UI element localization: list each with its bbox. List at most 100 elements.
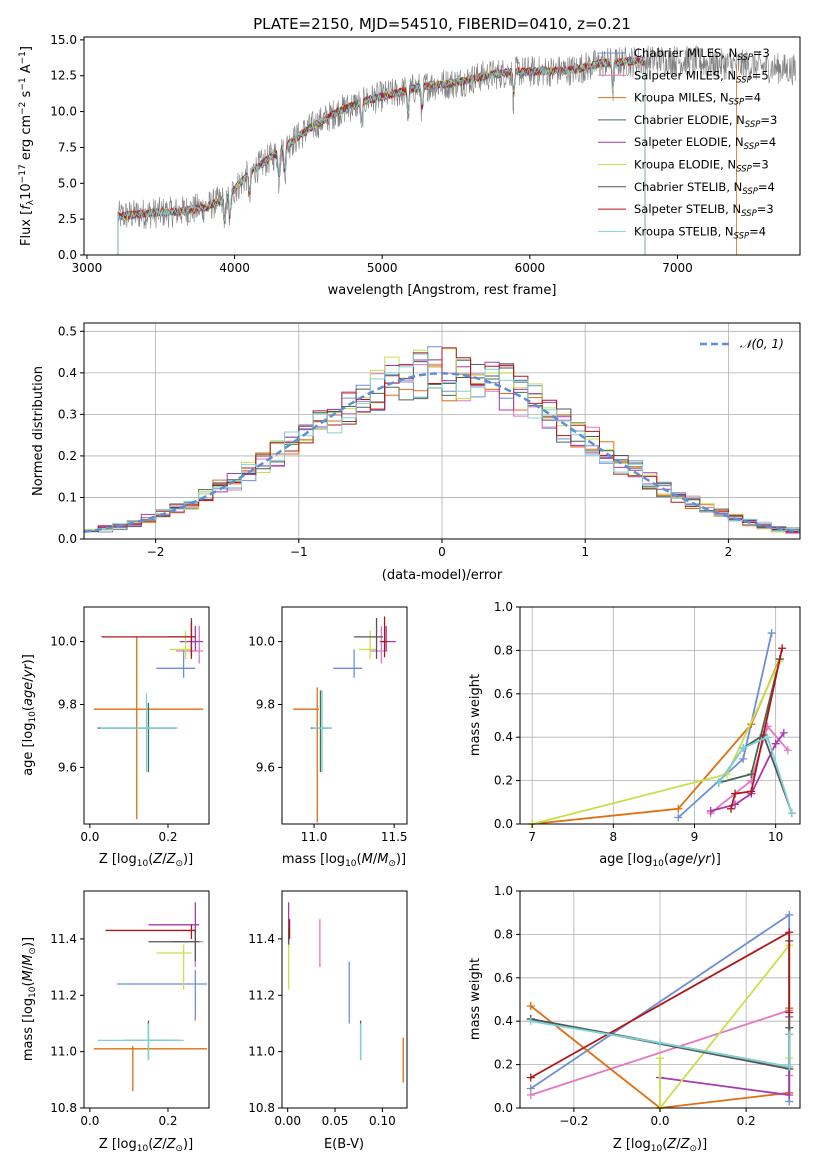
x-tick-label: 10: [768, 830, 783, 844]
y-tick-label: 0.6: [494, 687, 513, 701]
spectrum-ylabel: Flux [fλ10−17 erg cm−2 s−1 A−1]: [18, 46, 36, 246]
series-line: [659, 942, 791, 1111]
series-marker: [656, 1054, 664, 1063]
residual-xlabel: (data-model)/error: [382, 568, 503, 583]
y-tick-label: 0.0: [494, 817, 513, 831]
model-spectrum-line: [117, 56, 646, 255]
age-vs-mass-axes-frame: [281, 606, 408, 825]
y-tick-label: 0.8: [494, 643, 513, 657]
x-tick-label: 7000: [662, 261, 693, 275]
series-marker: [778, 644, 787, 653]
legend-value: =4: [749, 224, 766, 238]
series-marker: [674, 813, 683, 822]
series-marker: [747, 770, 756, 779]
x-tick-label: 5000: [367, 261, 398, 275]
series-marker: [714, 778, 723, 787]
x-tick-label: 0.2: [737, 1114, 756, 1128]
y-tick-label: 9.8: [256, 697, 275, 711]
mass-vs-z-errorbars: [93, 902, 208, 1092]
legend-label: Salpeter ELODIE, NSSP=4: [634, 135, 776, 152]
legend-value: =3: [757, 202, 774, 216]
x-tick-label: 3000: [72, 261, 103, 275]
series-marker: [727, 804, 736, 813]
legend-label: Kroupa MILES, NSSP=4: [634, 91, 761, 108]
y-tick-label: 10.0: [248, 635, 275, 649]
y-tick-label: 2.5: [58, 212, 77, 226]
y-tick-label: 0.0: [58, 532, 77, 546]
series-marker: [526, 1002, 535, 1011]
legend-value: =3: [752, 158, 769, 172]
mass-vs-ebv-xlabel: E(B-V): [324, 1137, 364, 1152]
histogram-step-line: [84, 347, 800, 532]
y-tick-label: 11.4: [50, 932, 77, 946]
residual-panel: −2 −1 0 1 2 0.0 0.1 0.2 0.3 0.4 0.5 𝒩(0, 1) (data-…: [31, 322, 801, 583]
residual-ylabel: Normed distribution: [31, 366, 46, 496]
series-marker: [656, 1038, 664, 1047]
x-tick-label: 0.10: [369, 1114, 396, 1128]
legend-value: =4: [759, 135, 776, 149]
age-vs-z-xlabel: Z [log10(Z/Z⊙)]: [99, 852, 193, 869]
x-tick-label: 6000: [515, 261, 546, 275]
x-tick-label: 8: [610, 830, 618, 844]
weight-vs-z-lines: [526, 910, 794, 1112]
residual-legend: 𝒩(0, 1): [700, 337, 784, 351]
normal-curve-line: [83, 372, 801, 533]
mass-vs-ebv-ticks: 0.00 0.05 0.10 10.8 11.0 11.2 11.4: [248, 932, 395, 1128]
legend-subscript: SSP: [737, 53, 753, 63]
series-line: [718, 735, 793, 814]
weight-vs-age-panel: 7 8 9 10 0.0 0.2 0.4 0.6 0.8 1.0 age [log10(age/y…: [468, 600, 801, 869]
series-marker: [763, 733, 772, 742]
weight-vs-age-ylabel: mass weight: [468, 674, 483, 756]
legend-subscript: SSP: [742, 187, 758, 197]
mass-vs-z-ticks: 0.0 0.2 10.8 11.0 11.2 11.4: [50, 932, 177, 1128]
series-marker: [526, 1090, 535, 1099]
y-tick-label: 0.4: [494, 1014, 513, 1028]
y-tick-label: 11.2: [248, 988, 275, 1002]
model-spectrum-line: [117, 57, 646, 255]
age-vs-z-panel: 0.0 0.2 9.6 9.8 10.0 Z [log10(Z/Z⊙)] age [lo…: [21, 606, 210, 869]
y-tick-label: 0.2: [494, 1058, 513, 1072]
y-tick-label: 11.4: [248, 932, 275, 946]
model-spectrum-line: [117, 55, 646, 255]
legend-label: Chabrier MILES, NSSP=3: [634, 46, 770, 63]
legend-subscript: SSP: [744, 142, 760, 152]
legend-subscript: SSP: [729, 98, 745, 108]
mass-vs-z-axes-frame: [83, 890, 210, 1109]
series-marker: [767, 629, 776, 638]
series-marker: [787, 809, 796, 818]
weight-vs-z-panel: −0.2 0.0 0.2 0.0 0.2 0.4 0.6 0.8 1.0 Z [log10(Z/…: [468, 884, 801, 1154]
y-tick-label: 0.8: [494, 927, 513, 941]
weight-vs-z-ylabel: mass weight: [468, 958, 483, 1040]
y-tick-label: 10.8: [248, 1101, 275, 1115]
x-tick-label: −0.2: [559, 1114, 588, 1128]
x-tick-label: 0: [438, 545, 446, 559]
y-tick-label: 0.5: [58, 324, 77, 338]
spectrum-panel: 3000 4000 5000 6000 7000 0.0 2.5 5.0 7.5 10.0 12.5…: [18, 33, 801, 298]
x-tick-label: −2: [147, 545, 165, 559]
spectrum-lines: [117, 45, 796, 255]
series-marker: [526, 1017, 535, 1026]
legend-label: Salpeter STELIB, NSSP=3: [634, 202, 774, 219]
series-marker: [783, 746, 792, 755]
series-marker: [674, 804, 683, 813]
y-tick-label: 10.0: [50, 635, 77, 649]
series-line: [730, 648, 783, 810]
x-tick-label: 0.05: [322, 1114, 349, 1128]
figure-title: PLATE=2150, MJD=54510, FIBERID=0410, z=0…: [253, 15, 631, 33]
legend-value: =5: [752, 68, 769, 82]
y-tick-label: 0.0: [58, 248, 77, 262]
series-marker: [785, 1030, 794, 1039]
x-tick-label: 0.0: [80, 830, 99, 844]
y-tick-label: 0.4: [58, 366, 77, 380]
age-vs-mass-ticks: 11.0 11.5 9.6 9.8 10.0: [248, 635, 407, 844]
series-marker: [785, 910, 794, 919]
y-tick-label: 0.2: [494, 774, 513, 788]
y-tick-label: 0.4: [494, 730, 513, 744]
x-tick-label: 0.0: [80, 1114, 99, 1128]
legend-label: Salpeter MILES, NSSP=5: [634, 68, 769, 85]
y-tick-label: 9.6: [58, 760, 77, 774]
y-tick-label: 1.0: [494, 884, 513, 898]
series-marker: [785, 928, 794, 937]
series-marker: [785, 1090, 794, 1099]
